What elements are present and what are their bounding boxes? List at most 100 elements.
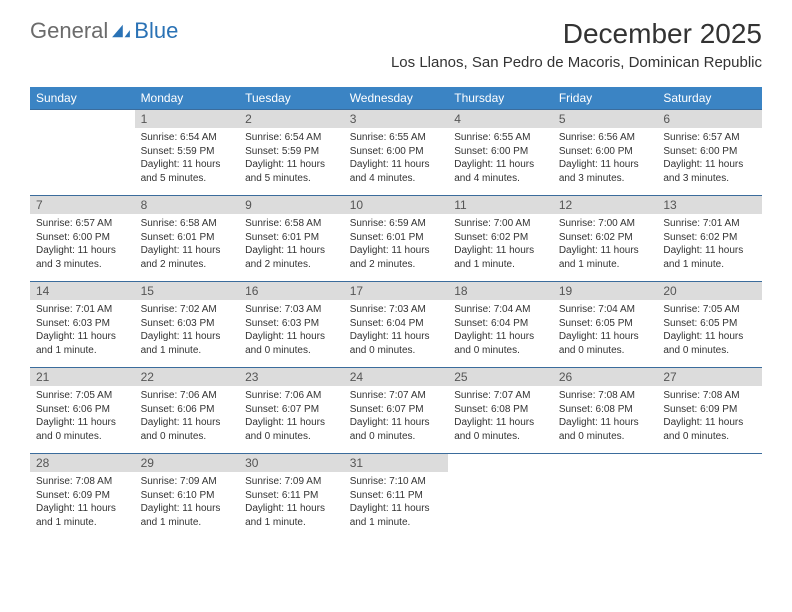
day-body: Sunrise: 7:04 AMSunset: 6:05 PMDaylight:… — [553, 300, 658, 360]
daylight-text: Daylight: 11 hours and 3 minutes. — [663, 158, 756, 185]
daylight-text: Daylight: 11 hours and 1 minute. — [454, 244, 547, 271]
sunset-text: Sunset: 6:00 PM — [454, 145, 547, 159]
day-body: Sunrise: 6:56 AMSunset: 6:00 PMDaylight:… — [553, 128, 658, 188]
day-number — [553, 454, 658, 458]
day-body: Sunrise: 6:55 AMSunset: 6:00 PMDaylight:… — [344, 128, 449, 188]
sunset-text: Sunset: 6:11 PM — [350, 489, 443, 503]
sunrise-text: Sunrise: 6:58 AM — [141, 217, 234, 231]
sunset-text: Sunset: 6:07 PM — [350, 403, 443, 417]
daylight-text: Daylight: 11 hours and 0 minutes. — [245, 416, 338, 443]
day-cell: 29Sunrise: 7:09 AMSunset: 6:10 PMDayligh… — [135, 454, 240, 540]
daylight-text: Daylight: 11 hours and 1 minute. — [36, 502, 129, 529]
day-cell: 19Sunrise: 7:04 AMSunset: 6:05 PMDayligh… — [553, 282, 658, 368]
day-body: Sunrise: 6:54 AMSunset: 5:59 PMDaylight:… — [239, 128, 344, 188]
day-number: 30 — [239, 454, 344, 472]
day-number: 21 — [30, 368, 135, 386]
daylight-text: Daylight: 11 hours and 0 minutes. — [245, 330, 338, 357]
sunrise-text: Sunrise: 7:07 AM — [454, 389, 547, 403]
calendar-table: SundayMondayTuesdayWednesdayThursdayFrid… — [30, 87, 762, 540]
sunset-text: Sunset: 6:06 PM — [141, 403, 234, 417]
sunrise-text: Sunrise: 7:08 AM — [36, 475, 129, 489]
daylight-text: Daylight: 11 hours and 0 minutes. — [350, 330, 443, 357]
dow-saturday: Saturday — [657, 87, 762, 110]
sunset-text: Sunset: 6:07 PM — [245, 403, 338, 417]
day-cell: 21Sunrise: 7:05 AMSunset: 6:06 PMDayligh… — [30, 368, 135, 454]
sunrise-text: Sunrise: 7:10 AM — [350, 475, 443, 489]
sunset-text: Sunset: 5:59 PM — [245, 145, 338, 159]
sunset-text: Sunset: 6:08 PM — [559, 403, 652, 417]
sunset-text: Sunset: 6:10 PM — [141, 489, 234, 503]
day-number: 12 — [553, 196, 658, 214]
sunset-text: Sunset: 6:03 PM — [36, 317, 129, 331]
sunset-text: Sunset: 6:01 PM — [245, 231, 338, 245]
day-body: Sunrise: 7:06 AMSunset: 6:06 PMDaylight:… — [135, 386, 240, 446]
day-cell: 26Sunrise: 7:08 AMSunset: 6:08 PMDayligh… — [553, 368, 658, 454]
daylight-text: Daylight: 11 hours and 0 minutes. — [350, 416, 443, 443]
day-body: Sunrise: 6:57 AMSunset: 6:00 PMDaylight:… — [30, 214, 135, 274]
day-cell: 1Sunrise: 6:54 AMSunset: 5:59 PMDaylight… — [135, 110, 240, 196]
day-cell: 11 Sunrise: 7:00 AMSunset: 6:02 PMDayligh… — [448, 196, 553, 282]
day-body: Sunrise: 7:07 AMSunset: 6:08 PMDaylight:… — [448, 386, 553, 446]
day-body: Sunrise: 7:02 AMSunset: 6:03 PMDaylight:… — [135, 300, 240, 360]
day-body: Sunrise: 7:05 AMSunset: 6:06 PMDaylight:… — [30, 386, 135, 446]
day-cell: 8 Sunrise: 6:58 AMSunset: 6:01 PMDaylight… — [135, 196, 240, 282]
day-number: 31 — [344, 454, 449, 472]
day-number: 27 — [657, 368, 762, 386]
daylight-text: Daylight: 11 hours and 2 minutes. — [141, 244, 234, 271]
sunset-text: Sunset: 6:09 PM — [36, 489, 129, 503]
sunrise-text: Sunrise: 6:55 AM — [454, 131, 547, 145]
week-row: 21Sunrise: 7:05 AMSunset: 6:06 PMDayligh… — [30, 368, 762, 454]
day-number: 14 — [30, 282, 135, 300]
logo-text-blue: Blue — [134, 18, 178, 44]
dow-tuesday: Tuesday — [239, 87, 344, 110]
daylight-text: Daylight: 11 hours and 4 minutes. — [454, 158, 547, 185]
title-block: December 2025 Los Llanos, San Pedro de M… — [391, 18, 762, 71]
sunset-text: Sunset: 6:00 PM — [559, 145, 652, 159]
day-body: Sunrise: 7:01 AMSunset: 6:02 PMDaylight:… — [657, 214, 762, 274]
sunrise-text: Sunrise: 7:00 AM — [454, 217, 547, 231]
day-number: 4 — [448, 110, 553, 128]
daylight-text: Daylight: 11 hours and 2 minutes. — [350, 244, 443, 271]
day-cell: 9Sunrise: 6:58 AMSunset: 6:01 PMDaylight… — [239, 196, 344, 282]
logo-sail-icon — [110, 23, 132, 39]
month-title: December 2025 — [391, 18, 762, 50]
sunrise-text: Sunrise: 6:55 AM — [350, 131, 443, 145]
sunset-text: Sunset: 6:02 PM — [454, 231, 547, 245]
sunrise-text: Sunrise: 7:04 AM — [454, 303, 547, 317]
day-body: Sunrise: 7:08 AMSunset: 6:09 PMDaylight:… — [30, 472, 135, 532]
day-number: 11 — [448, 196, 553, 214]
day-number: 16 — [239, 282, 344, 300]
day-number: 8 — [135, 196, 240, 214]
day-number: 18 — [448, 282, 553, 300]
day-number: 6 — [657, 110, 762, 128]
sunrise-text: Sunrise: 7:09 AM — [245, 475, 338, 489]
day-number: 26 — [553, 368, 658, 386]
week-row: 14Sunrise: 7:01 AMSunset: 6:03 PMDayligh… — [30, 282, 762, 368]
sunset-text: Sunset: 6:02 PM — [559, 231, 652, 245]
sunset-text: Sunset: 6:01 PM — [350, 231, 443, 245]
sunset-text: Sunset: 6:03 PM — [245, 317, 338, 331]
day-cell: 20Sunrise: 7:05 AMSunset: 6:05 PMDayligh… — [657, 282, 762, 368]
day-cell: 28Sunrise: 7:08 AMSunset: 6:09 PMDayligh… — [30, 454, 135, 540]
day-number: 29 — [135, 454, 240, 472]
sunrise-text: Sunrise: 7:08 AM — [663, 389, 756, 403]
day-number: 7 — [30, 196, 135, 214]
sunrise-text: Sunrise: 7:09 AM — [141, 475, 234, 489]
header: General Blue December 2025 Los Llanos, S… — [0, 0, 792, 77]
day-number: 22 — [135, 368, 240, 386]
daylight-text: Daylight: 11 hours and 0 minutes. — [454, 330, 547, 357]
sunrise-text: Sunrise: 7:05 AM — [663, 303, 756, 317]
day-cell: 25Sunrise: 7:07 AMSunset: 6:08 PMDayligh… — [448, 368, 553, 454]
dow-thursday: Thursday — [448, 87, 553, 110]
day-number: 23 — [239, 368, 344, 386]
day-cell: 5Sunrise: 6:56 AMSunset: 6:00 PMDaylight… — [553, 110, 658, 196]
day-body: Sunrise: 7:09 AMSunset: 6:11 PMDaylight:… — [239, 472, 344, 532]
day-body: Sunrise: 7:07 AMSunset: 6:07 PMDaylight:… — [344, 386, 449, 446]
sunset-text: Sunset: 6:02 PM — [663, 231, 756, 245]
day-number: 15 — [135, 282, 240, 300]
dow-monday: Monday — [135, 87, 240, 110]
sunset-text: Sunset: 6:01 PM — [141, 231, 234, 245]
day-number: 24 — [344, 368, 449, 386]
sunrise-text: Sunrise: 7:03 AM — [245, 303, 338, 317]
logo: General Blue — [30, 18, 178, 44]
